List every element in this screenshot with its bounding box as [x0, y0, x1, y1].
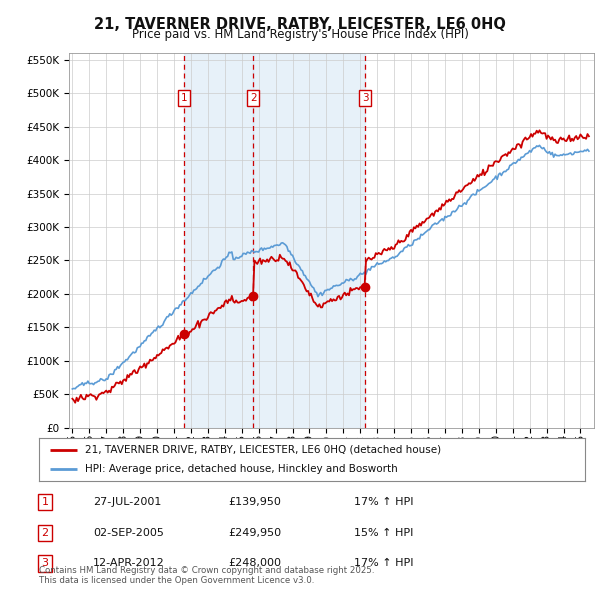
Text: 2: 2 — [250, 93, 256, 103]
Bar — [253, 53, 365, 428]
Text: 1: 1 — [181, 93, 187, 103]
Text: 02-SEP-2005: 02-SEP-2005 — [93, 528, 164, 537]
Text: £248,000: £248,000 — [228, 559, 281, 568]
Text: 1: 1 — [41, 497, 49, 507]
Text: £139,950: £139,950 — [228, 497, 281, 507]
Text: 17% ↑ HPI: 17% ↑ HPI — [354, 559, 413, 568]
Bar — [184, 53, 253, 428]
Text: 21, TAVERNER DRIVE, RATBY, LEICESTER, LE6 0HQ: 21, TAVERNER DRIVE, RATBY, LEICESTER, LE… — [94, 17, 506, 31]
Text: 15% ↑ HPI: 15% ↑ HPI — [354, 528, 413, 537]
Text: 17% ↑ HPI: 17% ↑ HPI — [354, 497, 413, 507]
Text: HPI: Average price, detached house, Hinckley and Bosworth: HPI: Average price, detached house, Hinc… — [85, 464, 398, 474]
Text: Contains HM Land Registry data © Crown copyright and database right 2025.
This d: Contains HM Land Registry data © Crown c… — [39, 566, 374, 585]
Text: Price paid vs. HM Land Registry's House Price Index (HPI): Price paid vs. HM Land Registry's House … — [131, 28, 469, 41]
Text: 21, TAVERNER DRIVE, RATBY, LEICESTER, LE6 0HQ (detached house): 21, TAVERNER DRIVE, RATBY, LEICESTER, LE… — [85, 445, 442, 455]
Text: 3: 3 — [41, 559, 49, 568]
Text: 2: 2 — [41, 528, 49, 537]
Text: 27-JUL-2001: 27-JUL-2001 — [93, 497, 161, 507]
Text: 12-APR-2012: 12-APR-2012 — [93, 559, 165, 568]
Text: £249,950: £249,950 — [228, 528, 281, 537]
Text: 3: 3 — [362, 93, 368, 103]
